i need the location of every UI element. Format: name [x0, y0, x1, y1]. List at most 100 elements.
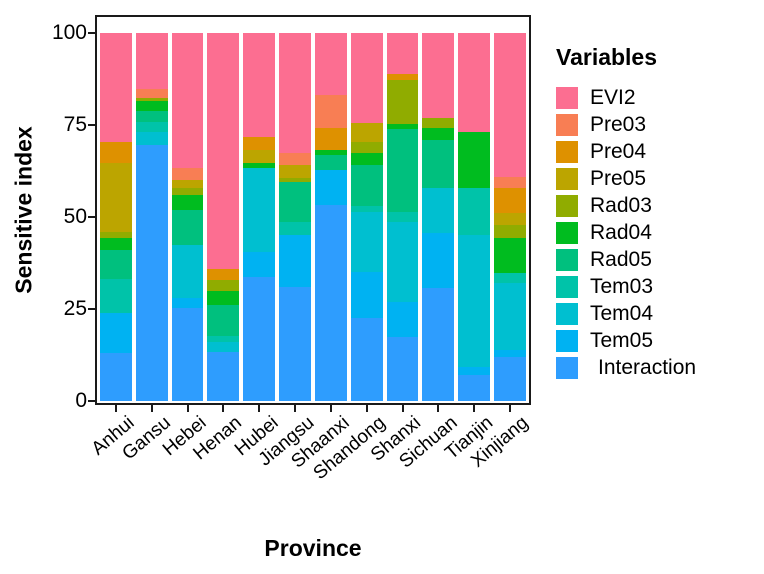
segment-rad04-hebei — [171, 194, 204, 211]
segment-evi2-tianjin — [458, 33, 491, 132]
segment-tem04-henan — [207, 342, 240, 353]
bar-shaanxi — [314, 33, 347, 401]
legend-row-tem03: Tem03 — [556, 276, 696, 298]
segment-rad03-shanxi — [386, 80, 419, 124]
x-tick-mark — [150, 405, 153, 412]
legend-label-interaction: Interaction — [598, 356, 697, 379]
segment-tem05-hebei — [171, 298, 204, 309]
segment-evi2-gansu — [135, 33, 168, 90]
legend-label-pre04: Pre04 — [590, 140, 647, 163]
segment-pre05-anhui — [100, 163, 132, 232]
legend-label-rad05: Rad05 — [590, 248, 652, 271]
segment-tem04-sichuan — [422, 188, 455, 234]
segment-tem04-gansu — [135, 132, 168, 145]
bar-jiangsu — [279, 33, 311, 401]
legend-title: Variables — [556, 44, 658, 70]
segment-rad04-anhui — [100, 238, 132, 251]
segment-rad05-shaanxi — [314, 155, 347, 171]
bar-henan — [207, 33, 240, 401]
x-tick-mark — [114, 405, 117, 412]
segment-tem03-gansu — [135, 121, 168, 132]
segment-interaction-sichuan — [422, 288, 455, 401]
segment-tem04-shanxi — [386, 221, 419, 302]
segment-tem04-xinjiang — [494, 283, 526, 350]
plot-panel — [95, 15, 531, 405]
y-tick-mark — [88, 400, 95, 402]
segment-rad04-gansu — [135, 101, 168, 112]
segment-evi2-anhui — [100, 33, 132, 142]
legend-swatch-interaction — [556, 357, 578, 379]
segment-tem03-shanxi — [386, 211, 419, 222]
segment-rad04-tianjin — [458, 131, 491, 189]
y-tick-mark — [88, 308, 95, 310]
bar-hebei — [171, 33, 204, 401]
x-tick-mark — [437, 405, 440, 412]
segment-rad03-xinjiang — [494, 225, 526, 239]
segment-tem03-tianjin — [458, 188, 491, 236]
segment-tem03-henan — [207, 335, 240, 343]
segment-rad03-shandong — [350, 141, 383, 153]
segment-rad05-shandong — [350, 165, 383, 206]
legend-rows: EVI2 Pre03 Pre04 Pre05 Rad03 Rad04 Rad05 Tem03 T… — [556, 87, 696, 379]
y-tick-mark — [88, 32, 95, 34]
segment-rad05-shanxi — [386, 128, 419, 212]
segment-rad04-xinjiang — [494, 238, 526, 274]
segment-rad04-shanxi — [386, 123, 419, 129]
segment-tem05-jiangsu — [279, 235, 311, 287]
segment-rad03-sichuan — [422, 118, 455, 129]
x-tick-mark — [186, 405, 189, 412]
legend-row-interaction: Interaction — [556, 357, 696, 379]
x-axis-title: Province — [264, 535, 362, 561]
segment-rad03-jiangsu — [279, 178, 311, 183]
segment-tem04-tianjin — [458, 235, 491, 367]
segment-rad03-gansu — [135, 98, 168, 102]
segment-pre04-shanxi — [386, 74, 419, 81]
segment-tem05-shandong — [350, 272, 383, 319]
segment-rad05-jiangsu — [279, 182, 311, 222]
segment-evi2-jiangsu — [279, 33, 311, 154]
segment-pre04-anhui — [100, 141, 132, 164]
segment-tem05-tianjin — [458, 366, 491, 376]
x-tick-mark — [294, 405, 297, 412]
x-tick-mark — [509, 405, 512, 412]
segment-rad05-henan — [207, 305, 240, 336]
segment-interaction-shandong — [350, 318, 383, 401]
segment-pre03-xinjiang — [494, 176, 526, 189]
segment-tem04-hebei — [171, 244, 204, 299]
legend-swatch-pre05 — [556, 168, 578, 190]
segment-evi2-henan — [207, 33, 240, 269]
bar-sichuan — [422, 33, 455, 401]
bar-xinjiang — [494, 33, 526, 401]
segment-rad05-gansu — [135, 111, 168, 122]
segment-rad04-hubei — [243, 163, 276, 169]
segment-tem05-shaanxi — [314, 170, 347, 205]
segment-pre03-hebei — [171, 168, 204, 180]
segment-tem03-anhui — [100, 278, 132, 314]
legend-swatch-rad05 — [556, 249, 578, 271]
segment-tem03-xinjiang — [494, 273, 526, 284]
x-tick-mark — [401, 405, 404, 412]
y-tick-mark — [88, 124, 95, 126]
x-tick-mark — [473, 405, 476, 412]
segment-interaction-xinjiang — [494, 356, 526, 401]
legend-label-pre05: Pre05 — [590, 167, 647, 190]
segment-rad04-shandong — [350, 152, 383, 166]
legend-row-pre04: Pre04 — [556, 141, 696, 163]
segment-evi2-sichuan — [422, 33, 455, 119]
segment-rad05-hebei — [171, 210, 204, 245]
legend-swatch-tem04 — [556, 303, 578, 325]
segment-interaction-hubei — [243, 276, 276, 401]
bar-anhui — [100, 33, 132, 401]
segment-tem05-xinjiang — [494, 349, 526, 357]
legend-row-rad04: Rad04 — [556, 222, 696, 244]
segment-interaction-hebei — [171, 308, 204, 401]
legend-label-tem04: Tem04 — [590, 302, 654, 325]
legend-row-pre05: Pre05 — [556, 168, 696, 190]
segment-pre05-hebei — [171, 179, 204, 189]
segment-pre05-hubei — [243, 150, 276, 164]
x-tick-mark — [258, 405, 261, 412]
legend-row-rad03: Rad03 — [556, 195, 696, 217]
segment-pre05-jiangsu — [279, 165, 311, 179]
segment-evi2-shaanxi — [314, 33, 347, 95]
segment-interaction-gansu — [135, 144, 168, 401]
